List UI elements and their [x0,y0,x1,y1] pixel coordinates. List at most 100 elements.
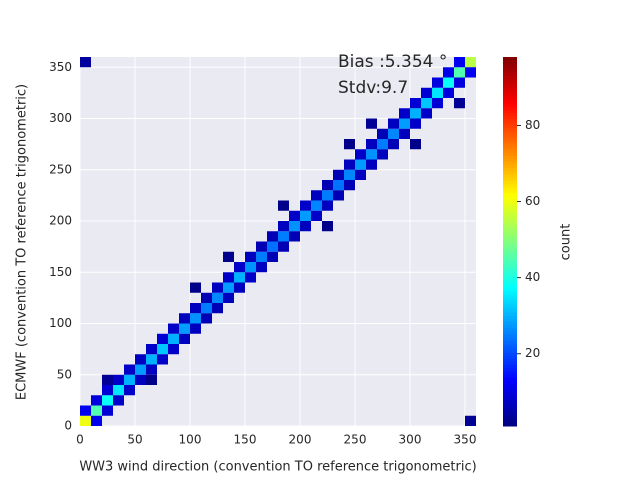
y-axis-label: ECMWF (convention TO reference trigonome… [15,84,30,400]
cell [366,159,377,170]
cell [388,118,399,129]
colorbar-tick-label: 80 [525,118,540,132]
colorbar-swatch [503,370,517,375]
cell [102,385,113,396]
colorbar-swatch [503,186,517,190]
colorbar-swatch [503,60,517,64]
cell [432,77,443,88]
colorbar-swatch [503,346,517,350]
cell [201,313,212,324]
colorbar-swatch [503,180,517,184]
colorbar-swatch [503,241,517,246]
cell [179,323,190,334]
colorbar-swatch [503,167,517,172]
cell [124,364,135,375]
cell [300,221,311,232]
colorbar-swatch [503,164,517,169]
annotation: Bias :5.354 ° [338,52,447,72]
cell [432,98,443,109]
cell [399,118,410,129]
cell [135,374,146,385]
colorbar-swatch [503,419,517,424]
cell [322,200,333,211]
cell [267,241,278,252]
colorbar-swatch [503,364,517,369]
cell [91,415,102,426]
colorbar-label: count [559,224,574,261]
cell [399,108,410,119]
cell [157,354,168,365]
cell [278,221,289,232]
colorbar-swatch [503,87,517,92]
colorbar-swatch [503,259,517,264]
x-tick-label: 150 [234,433,257,447]
colorbar-swatch [503,355,517,359]
x-tick-label: 0 [76,433,84,447]
colorbar-swatch [503,57,517,61]
cell [344,139,355,150]
cell [223,272,234,283]
cell [278,200,289,211]
y-tick-label: 300 [49,111,72,125]
colorbar-swatch [503,72,517,76]
cell [135,364,146,375]
x-tick-label: 200 [289,433,312,447]
colorbar-swatch [503,146,517,150]
colorbar-swatch [503,133,517,138]
cell [102,374,113,385]
colorbar-swatch [503,416,517,421]
colorbar-swatch [503,315,517,319]
colorbar-swatch [503,100,517,104]
cell [245,251,256,262]
cell [311,190,322,201]
colorbar-swatch [503,195,517,199]
cell [366,139,377,150]
colorbar-tick-label: 60 [525,194,540,208]
cell [168,333,179,344]
cell [256,262,267,273]
colorbar-swatch [503,78,517,83]
colorbar-swatch [503,349,517,353]
cell [289,221,300,232]
cell [311,210,322,221]
colorbar-swatch [503,389,517,393]
cell [344,159,355,170]
colorbar-tick-label: 40 [525,270,540,284]
colorbar-swatch [503,90,517,95]
colorbar-swatch [503,103,517,107]
colorbar-swatch [503,152,517,156]
colorbar-swatch [503,290,517,295]
y-tick-label: 150 [49,265,72,279]
cell [344,169,355,180]
cell [212,303,223,314]
colorbar-swatch [503,392,517,396]
cell [377,128,388,139]
cell [355,149,366,160]
cell [465,415,476,426]
colorbar-swatch [503,253,517,258]
y-tick-label: 250 [49,162,72,176]
colorbar-swatch [503,235,517,239]
colorbar-swatch [503,173,517,178]
colorbar-swatch [503,244,517,249]
cell [399,128,410,139]
colorbar-swatch [503,407,517,412]
colorbar-swatch [503,75,517,80]
colorbar-swatch [503,115,517,119]
colorbar-swatch [503,287,517,292]
y-tick-label: 200 [49,214,72,228]
cell [333,169,344,180]
colorbar-swatch [503,201,517,206]
colorbar-swatch [503,223,517,227]
y-tick-label: 50 [57,367,72,381]
cell [168,344,179,355]
colorbar-swatch [503,342,517,347]
colorbar-swatch [503,250,517,255]
cell [80,415,91,426]
colorbar-swatch [503,189,517,193]
colorbar-swatch [503,84,517,89]
cell [311,200,322,211]
colorbar-swatch [503,263,517,267]
cell [124,385,135,396]
colorbar-swatch [503,130,517,135]
